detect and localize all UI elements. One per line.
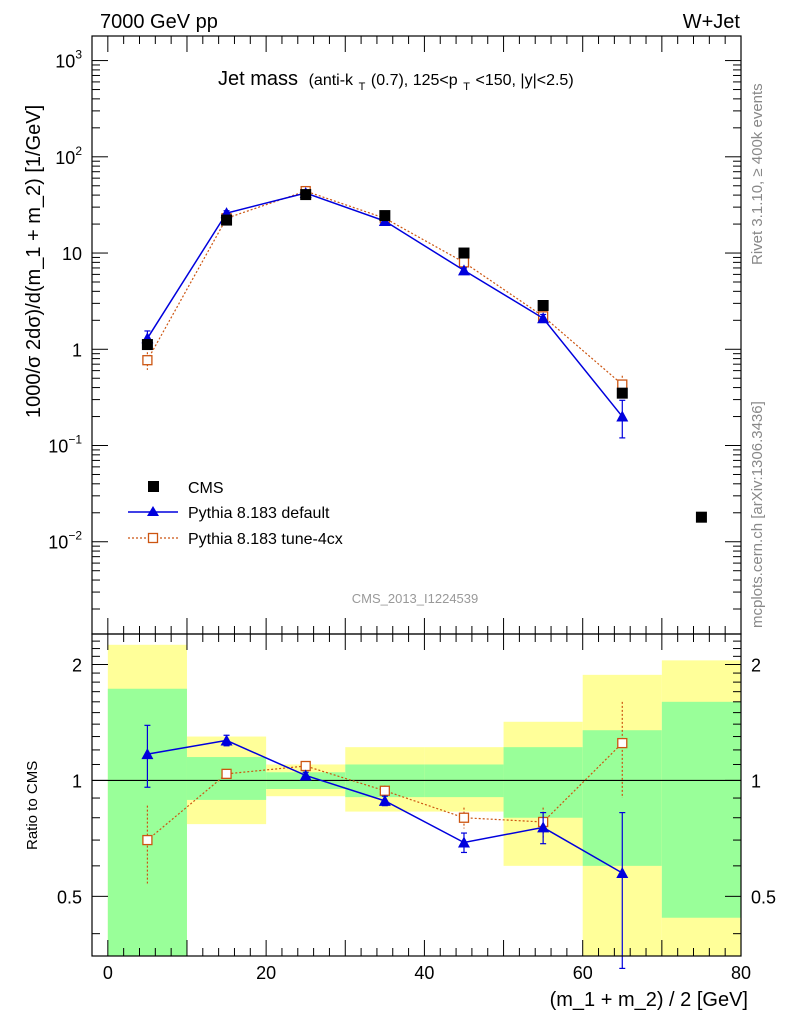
ratio-y-tick-label-left: 0.5	[57, 887, 82, 907]
data-point-triangle	[220, 734, 233, 746]
ratio-uncertainty-bands	[107, 644, 741, 956]
data-point-square	[537, 300, 549, 312]
title-detail-c: <150, |y|<2.5)	[476, 72, 574, 89]
y-tick-label: 10−1	[48, 433, 82, 457]
data-point-open-square	[142, 355, 153, 366]
ratio-plot-frame	[91, 633, 742, 957]
ratio-series	[141, 701, 629, 969]
legend-marker-default	[147, 506, 159, 516]
y-tick-label: 1	[72, 340, 82, 360]
x-tick-label: 60	[573, 963, 593, 983]
data-point-triangle	[299, 769, 312, 781]
band-inner	[661, 701, 741, 918]
data-point-open-square	[617, 737, 628, 749]
title-detail-b: (0.7), 125<p	[371, 72, 458, 89]
header-left-label: 7000 GeV pp	[100, 11, 218, 33]
data-point-open-square	[458, 812, 470, 823]
data-point-square	[379, 210, 391, 222]
legend-label-tune: Pythia 8.183 tune-4cx	[188, 531, 343, 548]
mcplots-label: mcplots.cern.ch [arXiv:1306.3436]	[749, 401, 766, 628]
data-point-open-square	[142, 834, 153, 846]
data-point-square	[616, 387, 628, 399]
legend: CMS Pythia 8.183 default Pythia 8.183 tu…	[128, 480, 343, 548]
title-main: Jet mass	[218, 68, 298, 90]
title-detail-sub-b: T	[463, 81, 470, 93]
title-detail-a: (anti-k	[309, 72, 354, 89]
main-series	[141, 185, 707, 523]
ratio-y-tick-label-right: 2	[751, 655, 761, 675]
ratio-axis-ticks: 0 20 40 60 80 0.5 0.5 1 1 2 2	[57, 634, 776, 983]
data-point-triangle	[141, 748, 154, 760]
data-point-triangle	[616, 410, 629, 422]
ratio-y-axis-label: Ratio to CMS	[24, 761, 41, 850]
data-point-square	[695, 511, 707, 523]
legend-label-cms: CMS	[188, 480, 224, 497]
data-point-triangle	[616, 866, 629, 878]
ratio-y-tick-label-left: 1	[72, 771, 82, 791]
x-tick-label: 80	[731, 963, 751, 983]
rivet-label: Rivet 3.1.10, ≥ 400k events	[749, 83, 766, 265]
x-axis-label: (m_1 + m_2) / 2 [GeV]	[550, 989, 748, 1011]
title-detail-sub-a: T	[359, 81, 366, 93]
data-point-open-square	[379, 785, 390, 796]
main-y-axis-label: 1000/σ 2dσ)/d(m_1 + m_2) [1/GeV]	[23, 105, 45, 418]
data-point-square	[458, 247, 470, 259]
band-inner	[503, 747, 583, 818]
y-tick-label: 103	[55, 48, 82, 72]
main-title: Jet mass (anti-k T (0.7), 125<p T <150, …	[218, 68, 574, 95]
legend-marker-cms	[148, 481, 159, 492]
legend-label-default: Pythia 8.183 default	[188, 505, 330, 522]
header-right-label: W+Jet	[683, 11, 741, 33]
data-point-triangle	[457, 264, 470, 276]
y-tick-label: 10−2	[48, 529, 82, 553]
y-tick-label: 102	[55, 144, 82, 168]
data-point-open-square	[221, 768, 232, 780]
watermark: CMS_2013_I1224539	[352, 591, 479, 606]
data-point-triangle	[457, 836, 470, 848]
legend-marker-tune	[147, 532, 159, 544]
ratio-y-tick-label-right: 0.5	[751, 887, 776, 907]
data-point-triangle	[537, 821, 550, 833]
data-point-triangle	[537, 312, 550, 324]
data-point-square	[221, 214, 233, 226]
series-line	[146, 192, 623, 418]
data-point-triangle	[378, 794, 391, 806]
ratio-y-tick-label-right: 1	[751, 771, 761, 791]
x-tick-label: 20	[256, 963, 276, 983]
y-tick-label: 10	[62, 244, 82, 264]
x-tick-label: 40	[414, 963, 434, 983]
x-tick-label: 0	[103, 963, 113, 983]
ratio-y-tick-label-left: 2	[72, 655, 82, 675]
data-point-square	[141, 339, 153, 351]
data-point-open-square	[300, 760, 311, 772]
data-point-square	[300, 189, 312, 201]
